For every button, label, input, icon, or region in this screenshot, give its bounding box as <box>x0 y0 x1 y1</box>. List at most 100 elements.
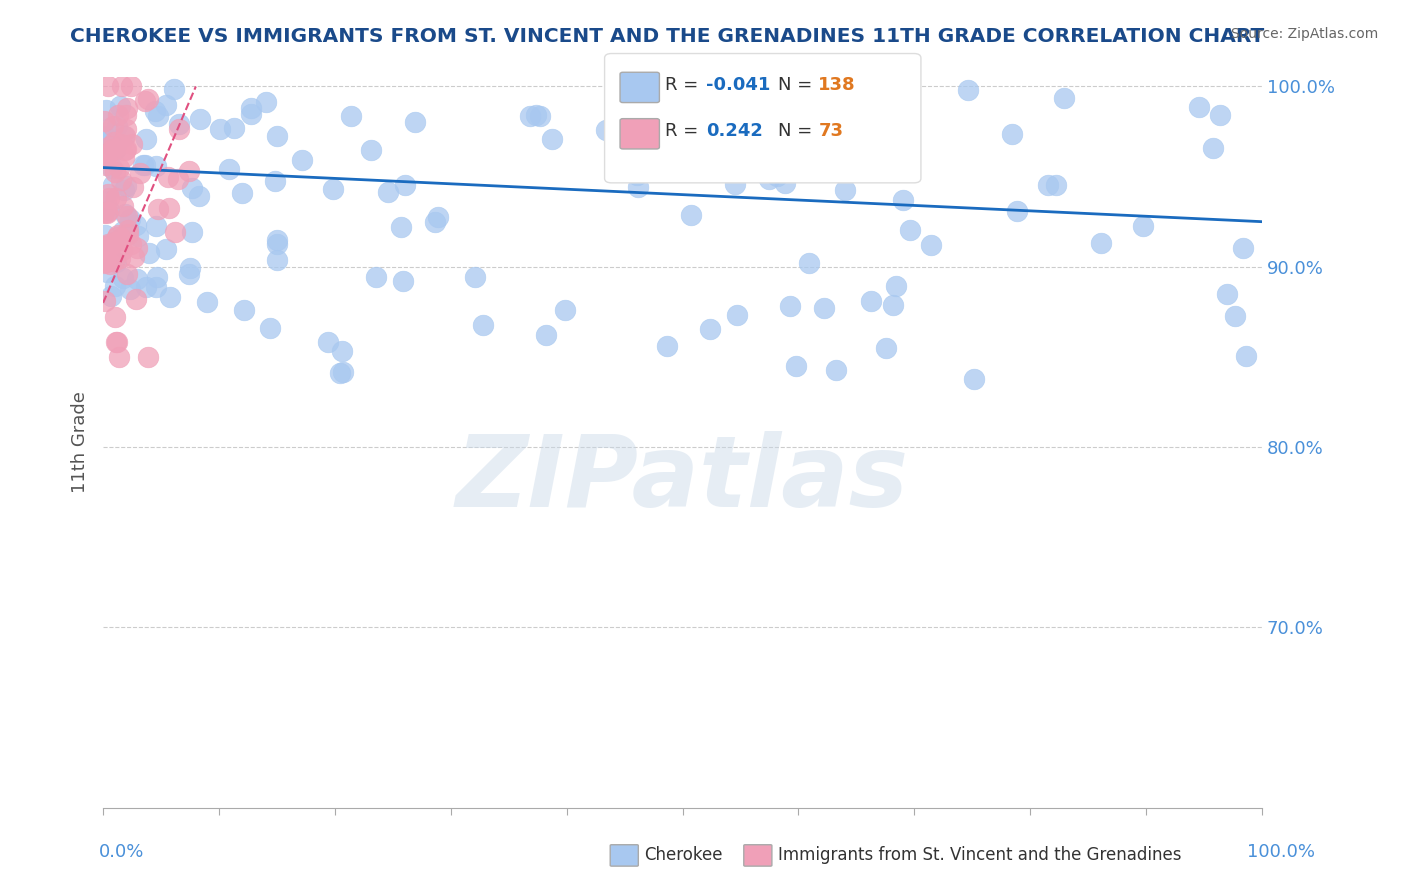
Point <box>93 128 115 143</box>
Point <box>94 239 117 253</box>
Point <box>103 119 125 133</box>
Point <box>290 153 312 167</box>
Point <box>96 131 118 145</box>
Point <box>1132 219 1154 233</box>
Text: Immigrants from St. Vincent and the Grenadines: Immigrants from St. Vincent and the Gren… <box>778 847 1181 864</box>
Point <box>101 178 124 193</box>
Point <box>423 215 446 229</box>
Point <box>1045 178 1067 192</box>
Point <box>886 141 908 155</box>
Point <box>112 128 135 143</box>
Point <box>108 161 131 176</box>
Point <box>322 182 344 196</box>
Point <box>389 220 412 235</box>
Point <box>96 236 118 251</box>
Point <box>1216 287 1239 301</box>
Point <box>779 300 801 314</box>
Point <box>766 169 789 183</box>
Point <box>103 135 125 149</box>
Point <box>93 256 115 270</box>
Text: 138: 138 <box>818 76 856 94</box>
Point <box>259 321 281 335</box>
Point <box>104 138 127 153</box>
Text: ZIPatlas: ZIPatlas <box>456 431 910 527</box>
Point <box>128 166 150 180</box>
Point <box>110 244 132 258</box>
Point <box>122 250 145 264</box>
Point <box>773 176 796 190</box>
Point <box>104 334 127 349</box>
Point <box>93 114 115 128</box>
Point <box>266 128 288 143</box>
Point <box>104 279 127 293</box>
Point <box>1001 127 1024 141</box>
Point <box>157 201 180 215</box>
Point <box>112 224 135 238</box>
Point <box>167 171 190 186</box>
Point <box>122 179 145 194</box>
Point <box>834 183 856 197</box>
Point <box>169 116 191 130</box>
Point <box>98 203 121 218</box>
Point <box>134 94 156 108</box>
Point <box>239 107 262 121</box>
Text: 0.242: 0.242 <box>706 122 762 140</box>
Point <box>159 290 181 304</box>
Point <box>127 241 149 255</box>
Point <box>136 92 159 106</box>
Point <box>758 172 780 186</box>
Point <box>834 120 856 134</box>
Point <box>107 108 129 122</box>
Point <box>519 109 541 123</box>
Point <box>112 270 135 285</box>
Point <box>266 233 288 247</box>
Point <box>724 177 747 191</box>
Point <box>103 310 125 324</box>
Text: 0.0%: 0.0% <box>98 843 143 861</box>
Point <box>1005 204 1028 219</box>
Text: 73: 73 <box>818 122 844 140</box>
Point <box>97 122 120 136</box>
Point <box>332 365 354 379</box>
Point <box>163 225 186 239</box>
Point <box>101 161 124 175</box>
Point <box>329 367 352 381</box>
Point <box>145 279 167 293</box>
Point <box>94 293 117 308</box>
Text: CHEROKEE VS IMMIGRANTS FROM ST. VINCENT AND THE GRENADINES 11TH GRADE CORRELATIO: CHEROKEE VS IMMIGRANTS FROM ST. VINCENT … <box>70 27 1264 45</box>
Point <box>115 267 138 281</box>
Point <box>681 122 703 136</box>
Point <box>132 158 155 172</box>
Point <box>96 186 118 201</box>
Text: N =: N = <box>778 122 817 140</box>
Point <box>143 103 166 118</box>
Point <box>110 231 132 245</box>
Point <box>105 334 128 349</box>
Point <box>318 335 340 350</box>
Point <box>93 150 115 164</box>
Point <box>145 219 167 233</box>
Point <box>254 95 277 109</box>
Point <box>115 122 138 136</box>
Point <box>163 82 186 96</box>
Point <box>94 255 117 269</box>
Point <box>180 180 202 194</box>
Point <box>100 289 122 303</box>
Point <box>135 280 157 294</box>
Point <box>799 256 821 270</box>
Point <box>884 279 907 293</box>
Point <box>875 341 897 355</box>
Point <box>100 144 122 158</box>
Point <box>110 136 132 151</box>
Point <box>138 246 160 260</box>
Point <box>117 227 139 242</box>
Point <box>679 208 702 222</box>
Text: N =: N = <box>778 76 817 94</box>
Text: Source: ZipAtlas.com: Source: ZipAtlas.com <box>1230 27 1378 41</box>
Point <box>169 121 191 136</box>
Point <box>1038 178 1060 193</box>
Point <box>105 191 128 205</box>
Point <box>136 350 159 364</box>
Point <box>471 318 494 332</box>
Point <box>187 189 209 203</box>
